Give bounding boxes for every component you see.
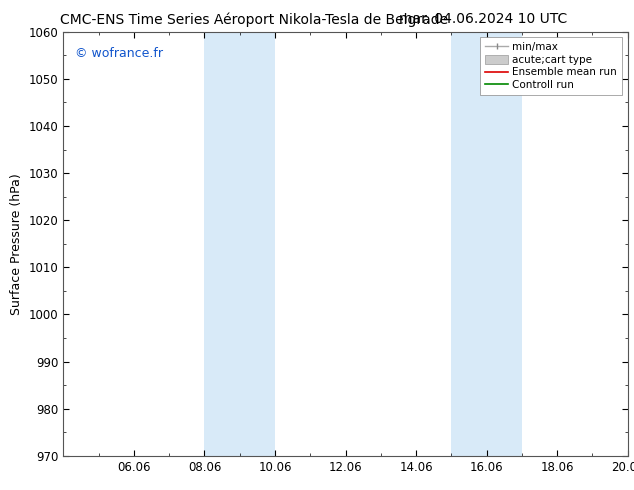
Bar bbox=[204, 32, 275, 456]
Text: mar. 04.06.2024 10 UTC: mar. 04.06.2024 10 UTC bbox=[399, 12, 567, 26]
Y-axis label: Surface Pressure (hPa): Surface Pressure (hPa) bbox=[10, 173, 23, 315]
Text: © wofrance.fr: © wofrance.fr bbox=[75, 47, 163, 60]
Bar bbox=[451, 32, 522, 456]
Text: CMC-ENS Time Series Aéroport Nikola-Tesla de Belgrade: CMC-ENS Time Series Aéroport Nikola-Tesl… bbox=[60, 12, 448, 27]
Legend: min/max, acute;cart type, Ensemble mean run, Controll run: min/max, acute;cart type, Ensemble mean … bbox=[480, 37, 623, 95]
